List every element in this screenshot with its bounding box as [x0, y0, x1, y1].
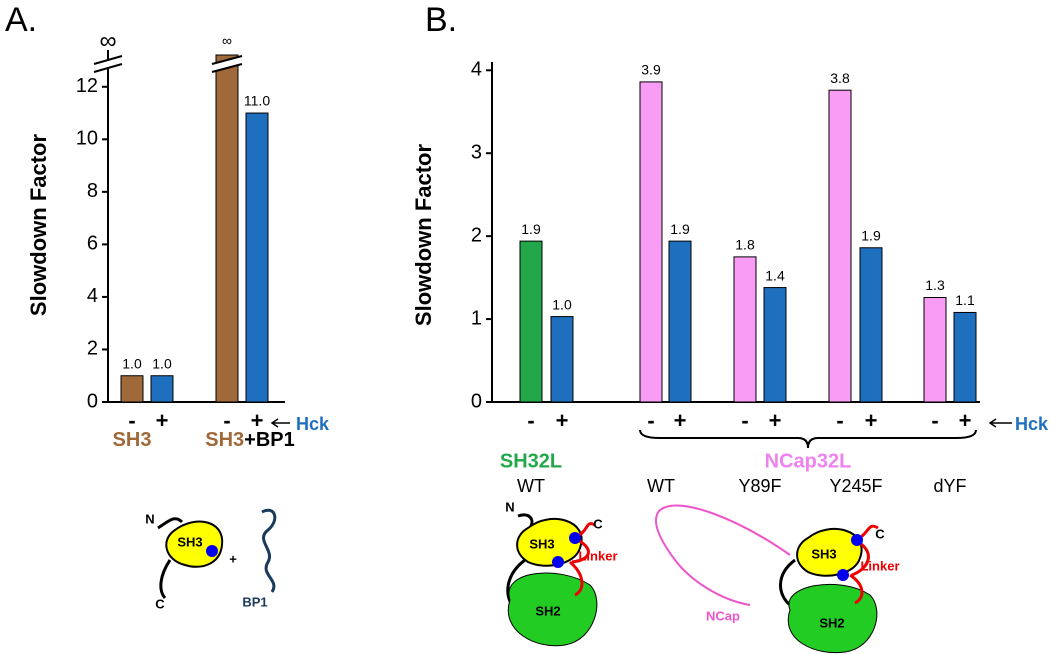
- x-tick-label: -: [741, 408, 748, 433]
- value-label: 3.8: [830, 70, 850, 86]
- subgroup-label: Y89F: [738, 476, 781, 496]
- diagram-label: BP1: [242, 594, 267, 609]
- axis-break: [94, 56, 122, 72]
- panel-title: A.: [5, 1, 37, 39]
- value-label: 3.9: [641, 62, 661, 78]
- diagram-label: SH2: [819, 615, 844, 630]
- axis-break: [212, 56, 242, 72]
- group-label: SH3: [113, 429, 152, 451]
- y-axis-label: Slowdown Factor: [411, 144, 436, 327]
- axis-break-line: [211, 55, 243, 73]
- x-tick-label: +: [865, 408, 878, 433]
- diagram-label: +: [229, 551, 237, 566]
- bar: [639, 81, 663, 403]
- x-tick-label: +: [156, 408, 169, 433]
- indicator-arrow: [988, 418, 1012, 428]
- group-label-part: SH3: [113, 429, 152, 451]
- diagram-a: [157, 508, 277, 599]
- diagram-label: C: [155, 596, 165, 611]
- value-label: 1.9: [521, 221, 541, 237]
- value-label: 1.4: [765, 267, 785, 283]
- x-tick-label: -: [931, 408, 938, 433]
- diagram-label: Linker: [860, 558, 899, 573]
- bar: [120, 375, 144, 403]
- bar: [519, 240, 543, 403]
- subgroup-label: Y245F: [829, 476, 882, 496]
- bar: [923, 297, 947, 403]
- bar: [668, 240, 692, 403]
- diagram-label: N: [145, 511, 154, 526]
- value-label: 1.3: [925, 277, 945, 293]
- subgroup-label: dYF: [933, 476, 966, 496]
- panel-title: B.: [425, 1, 457, 39]
- value-label: 1.0: [122, 355, 142, 371]
- y-tick-label: 0: [87, 390, 98, 412]
- y-tick-label: 3: [471, 142, 482, 164]
- y-tick-label: 0: [471, 390, 482, 412]
- group-label: SH32L: [500, 450, 562, 472]
- bar: [550, 316, 574, 403]
- value-label: 1.0: [552, 296, 572, 312]
- indicator-label: Hck: [1015, 414, 1049, 434]
- value-label: 1.8: [735, 237, 755, 253]
- x-tick-label: +: [769, 408, 782, 433]
- y-tick-label: 12: [76, 75, 98, 97]
- bar: [859, 247, 883, 403]
- bar: [215, 54, 239, 403]
- y-axis-label: Slowdown Factor: [26, 134, 51, 317]
- x-tick-label: +: [674, 408, 687, 433]
- diagram-label: SH3: [529, 536, 554, 551]
- bar: [828, 89, 852, 403]
- y-tick-label: 1: [471, 307, 482, 329]
- group-label: SH3+BP1: [205, 429, 295, 451]
- bar: [763, 287, 787, 403]
- bar: [953, 311, 977, 403]
- group-label: NCap32L: [765, 450, 852, 472]
- y-tick-label: 4: [87, 285, 98, 307]
- x-tick-label: +: [959, 408, 972, 433]
- bar: [245, 112, 269, 403]
- axis-break-label: ∞: [99, 27, 116, 54]
- x-tick-label: -: [223, 408, 230, 433]
- diagram-label: Linker: [578, 548, 617, 563]
- y-tick-label: 10: [76, 128, 98, 150]
- subgroup-label: WT: [517, 476, 545, 496]
- x-tick-label: +: [556, 408, 569, 433]
- value-label: 1.9: [861, 227, 881, 243]
- indicator-arrow: [270, 418, 290, 428]
- value-label: 11.0: [244, 93, 270, 109]
- y-tick-label: 2: [471, 224, 482, 246]
- y-tick-label: 2: [87, 338, 98, 360]
- bar: [733, 256, 757, 403]
- value-label: 1.9: [670, 221, 690, 237]
- diagram-b: [506, 429, 977, 654]
- diagram-label: C: [593, 516, 603, 531]
- group-label-part: SH3: [205, 429, 244, 451]
- value-label: ∞: [222, 33, 232, 49]
- subgroup-label: WT: [647, 476, 675, 496]
- x-tick-label: -: [647, 408, 654, 433]
- x-tick-label: -: [527, 408, 534, 433]
- x-tick-label: -: [128, 408, 135, 433]
- bar: [150, 375, 174, 403]
- group-label-part: +BP1: [244, 429, 295, 451]
- diagram-label: SH3: [811, 546, 836, 561]
- value-label: 1.0: [152, 355, 172, 371]
- y-tick-label: 6: [87, 233, 98, 255]
- axis-break-line: [93, 55, 123, 73]
- x-tick-label: -: [836, 408, 843, 433]
- diagram-label: C: [875, 526, 885, 541]
- diagram-label: SH2: [535, 603, 560, 618]
- value-label: 1.1: [955, 292, 975, 308]
- diagram-label: N: [505, 499, 514, 514]
- x-tick-label: +: [251, 408, 264, 433]
- indicator-label: Hck: [296, 414, 330, 434]
- y-tick-label: 4: [471, 59, 482, 81]
- y-tick-label: 8: [87, 180, 98, 202]
- diagram-label: SH3: [177, 534, 202, 549]
- diagram-label: NCap: [706, 608, 740, 623]
